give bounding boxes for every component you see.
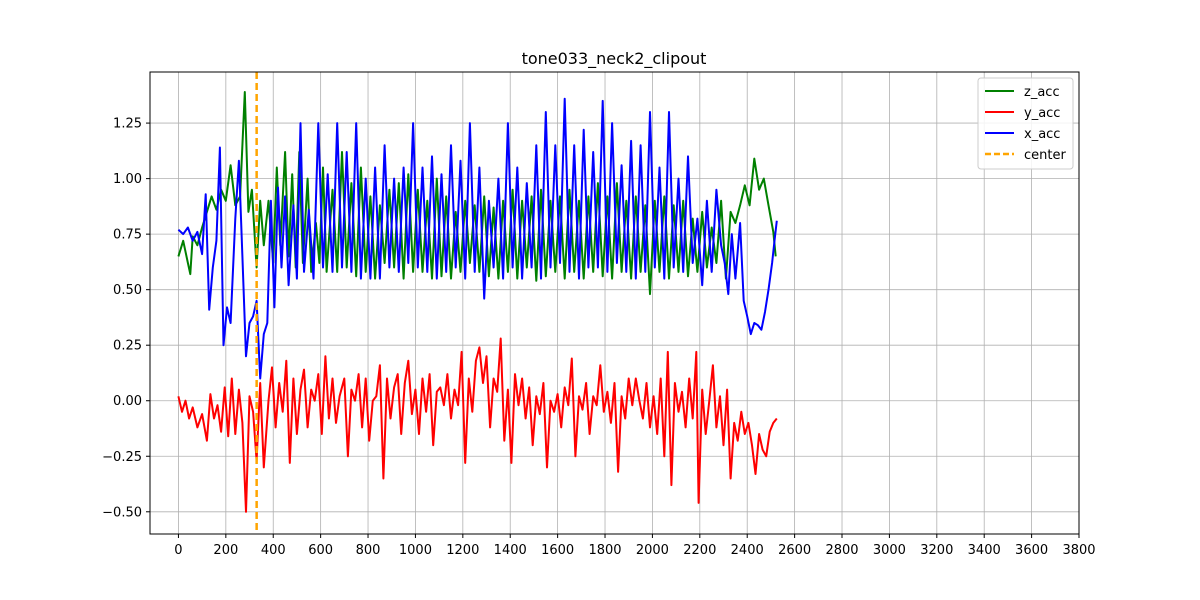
- x-tick-label: 1200: [446, 543, 479, 558]
- y-tick-label: 0.50: [113, 283, 142, 298]
- y-tick-label: 0.75: [113, 228, 142, 243]
- x-tick-label: 1800: [588, 543, 621, 558]
- chart-title: tone033_neck2_clipout: [522, 49, 707, 69]
- x-tick-label: 2400: [731, 543, 764, 558]
- legend-label-x-acc: x_acc: [1024, 127, 1060, 142]
- y-tick-label: 1.00: [113, 172, 142, 187]
- series-line-x-acc: [177, 97, 778, 380]
- x-tick-label: 0: [174, 543, 182, 558]
- legend-label-z-acc: z_acc: [1024, 85, 1060, 100]
- x-tick-label: 800: [356, 543, 381, 558]
- x-tick-label: 2000: [636, 543, 669, 558]
- x-tick-label: 2600: [778, 543, 811, 558]
- axis-ticks: 0 200 400 600 800 1000 1200 1400 1600 1800 2000 220…: [102, 117, 1095, 558]
- x-tick-label: 200: [213, 543, 238, 558]
- x-tick-label: 1400: [494, 543, 527, 558]
- y-tick-label: 0.00: [113, 394, 142, 409]
- series-line-y-acc: [177, 337, 778, 513]
- legend: z_acc y_acc x_acc center: [977, 77, 1074, 170]
- y-tick-label: 0.25: [113, 339, 142, 354]
- x-tick-label: 600: [308, 543, 333, 558]
- x-tick-label: 3800: [1062, 543, 1095, 558]
- x-tick-label: 3400: [968, 543, 1001, 558]
- y-tick-label: −0.25: [102, 450, 142, 465]
- x-tick-label: 3600: [1015, 543, 1048, 558]
- x-tick-label: 2200: [683, 543, 716, 558]
- x-tick-label: 1000: [399, 543, 432, 558]
- legend-label-center: center: [1024, 148, 1066, 163]
- plot-series: [177, 72, 778, 534]
- legend-box: [977, 77, 1074, 170]
- y-tick-label: −0.50: [102, 505, 142, 520]
- plot-frame: [149, 71, 1080, 535]
- x-tick-label: 2800: [825, 543, 858, 558]
- x-tick-label: 3200: [920, 543, 953, 558]
- x-tick-label: 3000: [873, 543, 906, 558]
- x-tick-label: 1600: [541, 543, 574, 558]
- x-tick-label: 400: [261, 543, 286, 558]
- legend-label-y-acc: y_acc: [1024, 106, 1060, 121]
- y-tick-label: 1.25: [113, 117, 142, 132]
